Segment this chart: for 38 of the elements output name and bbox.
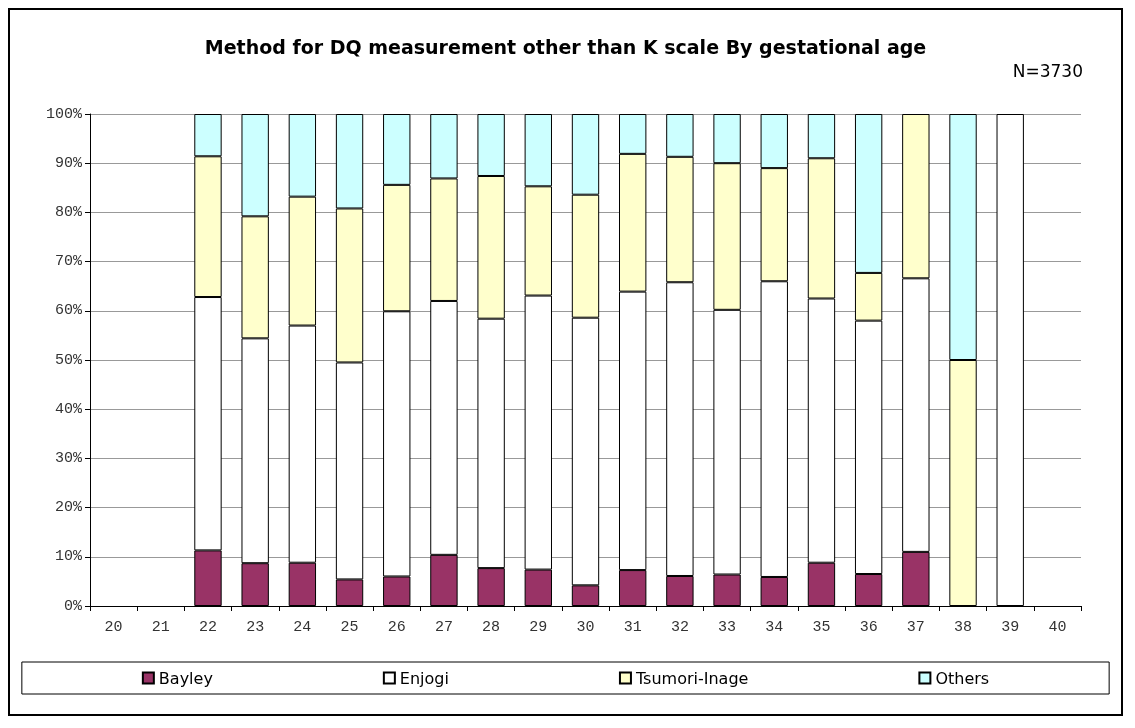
y-tick-label: 80% — [54, 203, 83, 221]
x-tick-label: 29 — [529, 619, 548, 636]
x-tick-label: 21 — [151, 619, 170, 636]
x-tick-label: 34 — [765, 619, 784, 636]
x-tick-label: 25 — [340, 619, 359, 636]
x-tick-label: 23 — [246, 619, 265, 636]
x-tick-label: 28 — [482, 619, 501, 636]
x-tick-label: 26 — [387, 619, 406, 636]
y-tick-label: 90% — [54, 154, 83, 172]
legend-label: Bayley — [158, 668, 213, 688]
legend-label: Others — [935, 668, 990, 688]
legend-label: Enjogi — [399, 668, 449, 688]
x-tick-label: 24 — [293, 619, 312, 636]
x-tick-label: 32 — [670, 619, 689, 636]
y-tick-label: 0% — [63, 597, 83, 615]
x-tick-label: 40 — [1048, 619, 1067, 636]
x-tick-label: 31 — [623, 619, 642, 636]
legend-label: Tsumori-Inage — [634, 668, 749, 688]
y-tick-label: 50% — [54, 351, 83, 369]
x-tick-label: 27 — [434, 619, 453, 636]
x-tick-label: 35 — [812, 619, 831, 636]
y-tick-label: 10% — [54, 548, 83, 566]
y-tick-label: 100% — [45, 105, 83, 123]
y-tick-label: 40% — [54, 400, 83, 418]
chart-title: Method for DQ measurement other than K scale By gestational age — [204, 35, 927, 58]
x-tick-label: 39 — [1001, 619, 1020, 636]
y-tick-label: 30% — [54, 449, 83, 467]
x-tick-label: 33 — [718, 619, 737, 636]
x-tick-label: 30 — [576, 619, 595, 636]
x-tick-label: 38 — [954, 619, 973, 636]
x-tick-label: 37 — [906, 619, 925, 636]
y-tick-label: 70% — [54, 253, 83, 271]
x-tick-label: 20 — [104, 619, 123, 636]
x-tick-label: 36 — [859, 619, 878, 636]
y-tick-label: 60% — [54, 302, 83, 320]
x-tick-label: 22 — [198, 619, 217, 636]
text: N=3730 — [1012, 60, 1084, 81]
y-tick-label: 20% — [54, 499, 83, 517]
